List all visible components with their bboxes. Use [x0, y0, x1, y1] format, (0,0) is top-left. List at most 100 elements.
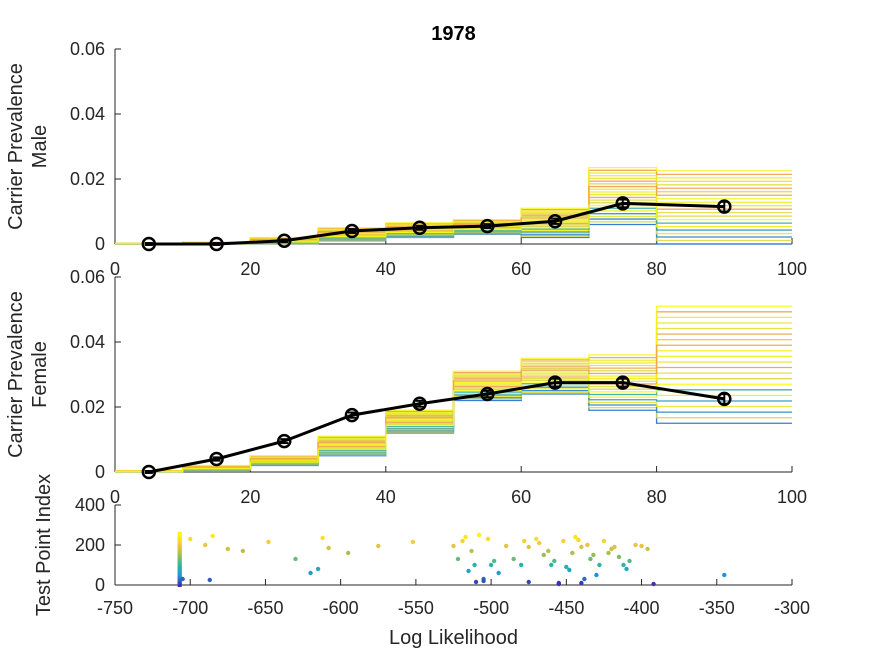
scatter-point — [579, 544, 584, 550]
x-tick-label: 20 — [240, 487, 260, 507]
mean-point — [412, 396, 427, 411]
scatter-point — [469, 548, 474, 554]
scatter-point — [207, 577, 212, 583]
x-tick-label: -700 — [172, 598, 208, 618]
scatter-point — [180, 576, 185, 582]
y-axis-label: Female — [29, 341, 51, 408]
y-tick-label: 0 — [95, 575, 105, 595]
scatter-point — [621, 562, 626, 568]
scatter-point — [460, 538, 465, 544]
figure-title: 1978 — [431, 23, 476, 45]
scatter-point — [606, 550, 611, 556]
scatter-point — [203, 542, 208, 548]
scatter-point — [526, 544, 531, 550]
x-tick-label: -600 — [323, 598, 359, 618]
mean-point — [344, 407, 360, 423]
scatter-point — [534, 536, 539, 542]
scatter-point — [503, 543, 509, 549]
mean-point — [547, 375, 563, 390]
scatter-point — [496, 570, 501, 576]
female-panel: 0 0.02 0.04 0.06 0 20 40 60 80 100 Carrier Prevale… — [5, 267, 807, 507]
y-tick-label: 0 — [95, 234, 105, 254]
scatter-point — [567, 567, 572, 573]
y-tick-label: 0.02 — [70, 397, 105, 417]
scatter-point — [326, 545, 331, 551]
scatter-point — [466, 568, 471, 574]
x-tick-label: -400 — [624, 598, 660, 618]
x-tick-label: 60 — [511, 487, 531, 507]
scatter-point — [410, 539, 416, 545]
x-axis-label: Log Likelihood — [389, 627, 518, 649]
mean-point — [277, 433, 292, 449]
x-tick-label: 20 — [240, 259, 260, 279]
scatter-point — [481, 578, 486, 584]
scatter-point — [315, 566, 321, 572]
x-tick-label: -750 — [97, 598, 133, 618]
scatter-point — [579, 580, 584, 586]
scatter-point — [476, 532, 482, 538]
scatter-point — [511, 556, 516, 562]
mean-point — [277, 233, 292, 248]
x-tick-label: -350 — [699, 598, 735, 618]
x-tick-label: 100 — [777, 487, 807, 507]
scatter-point — [588, 556, 593, 562]
y-axis-label: Carrier Prevalence — [5, 63, 27, 230]
scatter-point — [594, 572, 599, 578]
scatter-point — [561, 538, 566, 544]
y-axis-label: Male — [29, 125, 51, 168]
sample-step-lines — [115, 305, 792, 473]
x-tick-label: 0 — [110, 259, 120, 279]
scatter-point — [345, 550, 351, 556]
y-tick-label: 0.04 — [70, 332, 105, 352]
sample-step-line — [115, 381, 792, 473]
x-tick-label: -450 — [548, 598, 584, 618]
x-tick-label: -550 — [398, 598, 434, 618]
scatter-point — [556, 581, 562, 587]
x-tick-label: 0 — [110, 487, 120, 507]
scatter-point — [591, 552, 596, 558]
scatter-point — [645, 546, 650, 552]
scatter-point — [293, 556, 298, 562]
scatter-point — [601, 538, 607, 544]
y-tick-label: 200 — [75, 535, 105, 555]
mean-point — [547, 214, 563, 229]
scatter-point — [582, 576, 587, 582]
scatter-point — [188, 536, 193, 542]
scatter-point — [633, 542, 638, 548]
mean-point — [412, 220, 427, 235]
scatter-point — [564, 564, 569, 570]
x-tick-label: -300 — [774, 598, 810, 618]
scatter-point — [639, 543, 644, 549]
mean-point — [717, 199, 732, 214]
x-tick-label: 40 — [376, 259, 396, 279]
scatter-point — [612, 544, 617, 550]
cluster-point — [177, 531, 182, 536]
scatter-point — [546, 548, 551, 554]
mean-point — [480, 386, 495, 402]
scatter-point — [722, 572, 727, 578]
x-tick-label: 80 — [647, 259, 667, 279]
mean-point — [344, 223, 360, 239]
scatter-point — [308, 570, 313, 576]
y-axis-label: Carrier Prevalence — [5, 291, 27, 458]
scatter-point — [451, 543, 456, 549]
scatter-point — [320, 535, 325, 541]
mean-point — [615, 196, 630, 211]
scatter-point — [376, 543, 381, 549]
mean-point — [141, 464, 157, 480]
mean-point — [480, 218, 495, 234]
mean-point — [141, 236, 157, 252]
scatter-point — [455, 556, 461, 562]
scatter-point — [485, 536, 491, 542]
scatter-point — [522, 538, 527, 544]
scatter-point — [225, 546, 231, 552]
mean-point — [209, 451, 224, 467]
scatter-point — [616, 554, 622, 560]
scatter-point — [210, 533, 215, 539]
scatter-point — [473, 579, 479, 585]
scatter-point — [552, 558, 557, 564]
scatter-point — [519, 562, 524, 568]
scatter-point — [526, 579, 531, 585]
